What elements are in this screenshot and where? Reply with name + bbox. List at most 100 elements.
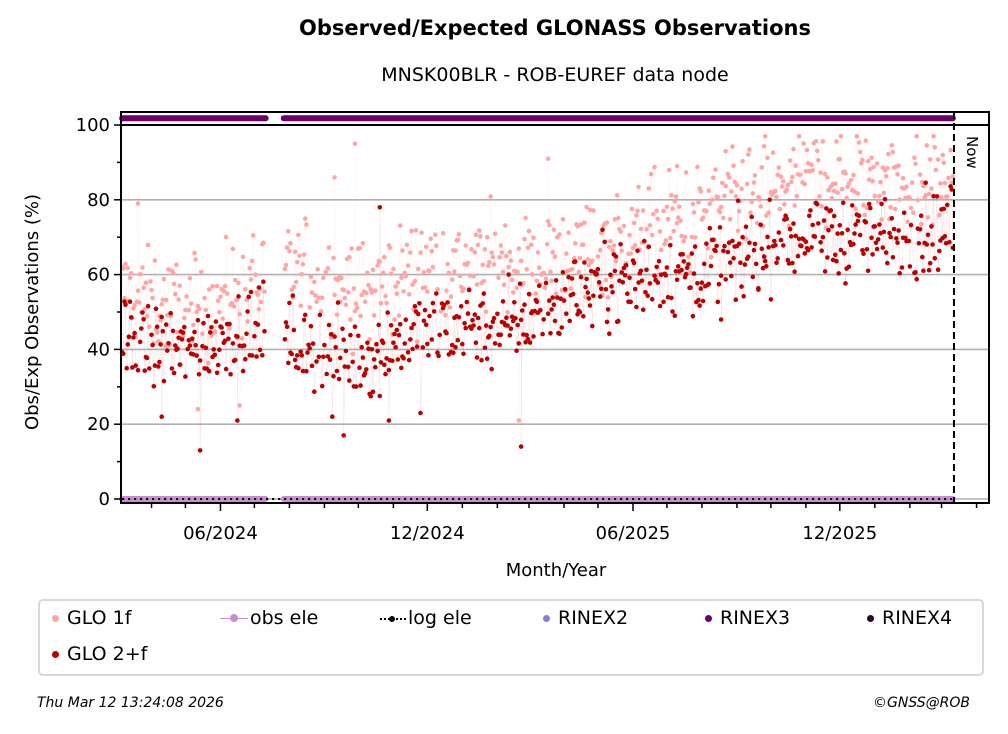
- glo-2f-point: [865, 268, 871, 274]
- glo-2f-point: [538, 307, 543, 313]
- glo-1f-point: [731, 163, 736, 168]
- glo-1f-point: [331, 255, 336, 261]
- glo-2f-point: [604, 319, 610, 325]
- glo-1f-point: [403, 273, 409, 279]
- glo-1f-point: [727, 216, 733, 222]
- glo-2f-point: [784, 216, 789, 221]
- glo-2f-point: [642, 238, 647, 244]
- glo-1f-point: [378, 300, 384, 306]
- legend-marker-glo-2f: [52, 650, 59, 658]
- glo-2f-point: [139, 326, 144, 331]
- glo-1f-point: [352, 141, 358, 146]
- glo-2f-point: [680, 252, 685, 257]
- glo-2f-point: [163, 322, 169, 327]
- glo-1f-point: [944, 194, 950, 199]
- glo-2f-point: [855, 218, 861, 224]
- glo-1f-point: [758, 204, 763, 209]
- glo-1f-point: [729, 189, 734, 194]
- glo-2f-point: [254, 354, 259, 359]
- glo-2f-point: [664, 265, 670, 270]
- glo-2f-point: [591, 293, 596, 299]
- glo-2f-point: [873, 240, 879, 246]
- glo-2f-point: [189, 336, 195, 342]
- glo-2f-point: [562, 286, 568, 292]
- glo-1f-point: [503, 223, 508, 228]
- glo-2f-point: [768, 297, 774, 302]
- glo-1f-point: [778, 174, 784, 179]
- glo-1f-point: [732, 179, 737, 185]
- glo-2f-point: [906, 238, 912, 244]
- glo-1f-point: [469, 246, 474, 252]
- glo-2f-point: [375, 348, 380, 354]
- legend-item-rinex2[interactable]: RINEX2: [543, 607, 628, 629]
- glo-1f-point: [833, 181, 838, 187]
- glo-2f-point: [173, 343, 178, 348]
- glo-1f-point: [790, 174, 795, 180]
- glo-2f-point: [581, 314, 586, 319]
- glo-1f-point: [628, 251, 633, 256]
- glo-2f-point: [507, 333, 513, 338]
- glo-2f-point: [491, 315, 497, 321]
- glo-1f-point: [342, 295, 348, 301]
- glo-1f-point: [794, 193, 800, 199]
- glo-2f-point: [370, 389, 376, 395]
- glo-2f-point: [793, 233, 798, 239]
- glo-2f-point: [356, 333, 361, 339]
- glo-2f-point: [560, 270, 566, 275]
- glo-2f-point: [750, 274, 756, 280]
- glo-1f-point: [230, 246, 236, 252]
- glo-1f-point: [911, 210, 916, 215]
- glo-2f-point: [570, 291, 576, 297]
- glo-1f-point: [890, 149, 896, 155]
- glo-2f-point: [252, 334, 257, 339]
- glo-1f-point: [456, 231, 462, 237]
- glo-2f-point: [741, 294, 746, 299]
- glo-1f-point: [942, 180, 948, 186]
- glo-2f-point: [321, 354, 326, 360]
- glo-2f-point: [603, 287, 609, 292]
- glo-1f-point: [206, 287, 212, 292]
- glo-2f-point: [326, 322, 332, 328]
- legend-item-glo-2f[interactable]: GLO 2+f: [52, 643, 147, 665]
- legend-item-log-ele[interactable]: log ele: [378, 607, 472, 629]
- glo-2f-point: [925, 232, 931, 238]
- glo-1f-point: [231, 304, 237, 309]
- glo-2f-point: [418, 410, 423, 416]
- glo-2f-point: [249, 353, 255, 358]
- glo-2f-point: [366, 346, 371, 352]
- glo-1f-point: [188, 301, 194, 306]
- glo-2f-point: [740, 234, 745, 240]
- glo-2f-point: [695, 281, 700, 286]
- glo-2f-point: [842, 251, 847, 256]
- glo-1f-point: [564, 251, 569, 256]
- legend-item-rinex4[interactable]: RINEX4: [867, 607, 952, 629]
- glo-2f-point: [559, 325, 565, 330]
- glo-1f-point: [577, 255, 583, 261]
- glo-1f-point: [584, 204, 589, 210]
- glo-1f-point: [813, 138, 819, 144]
- glo-1f-point: [582, 220, 587, 226]
- glo-1f-point: [215, 298, 221, 304]
- legend-item-obs-ele[interactable]: obs ele: [220, 607, 318, 629]
- glo-2f-point: [721, 248, 726, 254]
- glo-2f-point: [166, 341, 171, 346]
- glo-2f-point: [644, 267, 649, 273]
- glo-1f-point: [159, 302, 164, 307]
- legend-marker-rinex4: [867, 614, 874, 622]
- glo-2f-point: [492, 341, 498, 346]
- legend-item-rinex3[interactable]: RINEX3: [705, 607, 790, 629]
- legend-item-glo-1f[interactable]: GLO 1f: [52, 607, 131, 629]
- glo-1f-point: [755, 220, 760, 226]
- glo-1f-point: [646, 186, 652, 191]
- glo-2f-point: [668, 242, 673, 248]
- glo-1f-point: [581, 242, 586, 247]
- glo-2f-point: [261, 279, 266, 285]
- glo-1f-point: [700, 215, 706, 221]
- glo-2f-point: [527, 340, 533, 345]
- glo-2f-point: [762, 258, 768, 264]
- glo-2f-point: [625, 291, 630, 297]
- glo-2f-point: [466, 287, 472, 293]
- glo-1f-point: [674, 163, 680, 169]
- glo-2f-point: [301, 317, 307, 323]
